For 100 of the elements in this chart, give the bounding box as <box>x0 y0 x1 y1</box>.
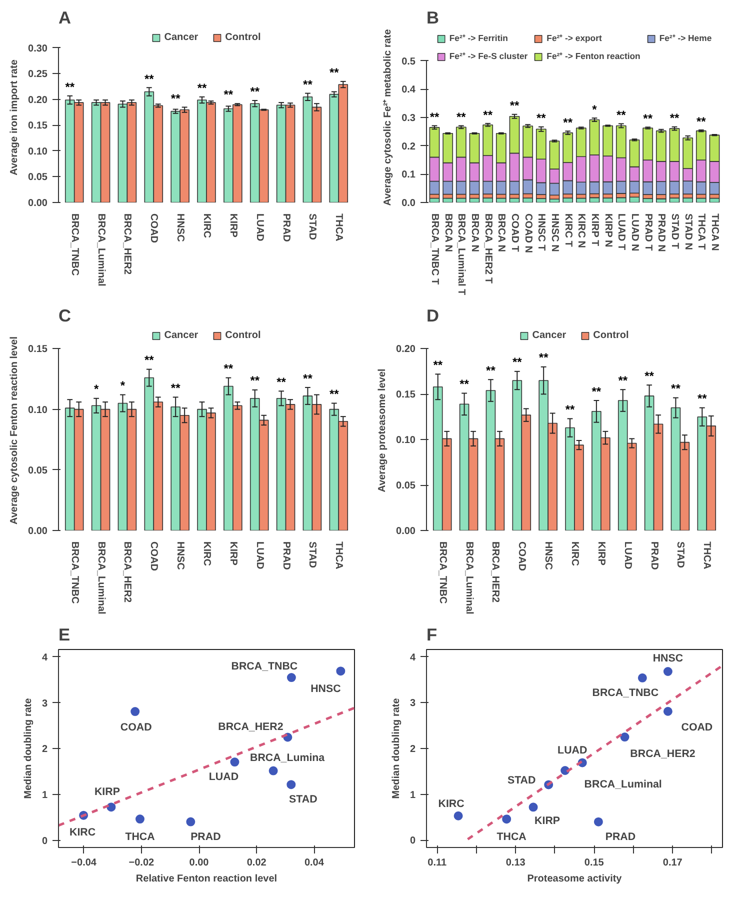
data-label: BRCA_TNBC <box>592 686 659 699</box>
data-label: PRAD <box>190 830 222 843</box>
x-tick-label: THCA <box>701 542 712 570</box>
x-tick-label: 0.15 <box>584 858 604 868</box>
x-tick-label: LUAD <box>622 542 633 570</box>
legend-label: Control <box>225 32 261 43</box>
legend-label: Cancer <box>532 330 566 341</box>
y-tick-label: 0.5 <box>402 56 416 68</box>
x-tick-label: HNSC <box>542 542 554 570</box>
data-label: COAD <box>681 721 713 734</box>
data-label: ** <box>144 72 154 86</box>
data-label: STAD <box>507 774 536 787</box>
y-tick-label: 0.2 <box>402 141 416 152</box>
data-label: * <box>120 378 126 393</box>
chart-title: F <box>426 624 438 644</box>
x-tick-label: HNSC <box>174 214 186 242</box>
x-tick-label: BRCA N <box>469 214 480 252</box>
x-tick-label: BRCA_TNBC <box>68 214 80 276</box>
data-label: ** <box>433 358 443 372</box>
x-tick-label: BRCA_HER2 <box>122 214 133 276</box>
data-label: COAD <box>120 722 152 734</box>
x-tick-label: STAD T <box>669 214 680 249</box>
data-label: ** <box>170 91 181 106</box>
x-tick-label: 0.00 <box>189 858 210 868</box>
y-axis-title: Average iron import rate <box>9 59 20 176</box>
data-label: STAD <box>289 794 318 806</box>
data-label: ** <box>644 368 654 383</box>
x-tick-label: PRAD T <box>642 214 654 251</box>
data-label: ** <box>250 374 260 388</box>
y-tick-label: 0.00 <box>28 198 48 209</box>
x-tick-label: KIRP <box>227 542 238 566</box>
data-label: ** <box>563 115 573 130</box>
x-tick-label: 0.04 <box>304 858 324 868</box>
x-tick-label: BRCA_HER2 <box>490 542 501 604</box>
x-tick-label: KIRP <box>227 214 238 238</box>
x-tick-label: HNSC N <box>549 214 560 252</box>
x-tick-label: BRCA_TNBC <box>68 542 80 604</box>
data-label: ** <box>486 363 496 378</box>
x-tick-label: LUAD <box>254 542 265 570</box>
y-tick-label: 1 <box>42 790 48 802</box>
data-label: ** <box>538 350 549 365</box>
data-label: KIRP <box>94 786 120 798</box>
x-tick-label: BRCA_Luminal <box>463 542 474 615</box>
x-tick-label: −0.02 <box>128 858 155 868</box>
x-tick-label: PRAD <box>280 214 292 242</box>
y-tick-label: 0 <box>42 836 48 848</box>
x-tick-label: THCA <box>333 542 344 570</box>
legend-label: Fe²⁺ -> Ferritin <box>449 32 508 44</box>
x-tick-label: KIRC <box>201 542 212 566</box>
x-tick-label: PRAD <box>648 542 660 570</box>
y-axis-title: Median doubling rate <box>22 698 34 799</box>
x-tick-label: 0.11 <box>428 858 447 868</box>
y-axis-title: Average cytosolic Fenton reaction level <box>9 336 20 525</box>
legend-label: Control <box>225 330 261 341</box>
data-label: ** <box>224 88 234 102</box>
data-label: ** <box>616 108 626 122</box>
x-tick-label: COAD <box>516 542 528 571</box>
x-tick-label: 0.02 <box>246 858 267 868</box>
y-tick-label: 0 <box>410 836 416 847</box>
x-tick-label: KIRC T <box>562 214 574 247</box>
data-label: KIRP <box>534 815 560 828</box>
x-tick-label: COAD <box>148 542 160 571</box>
data-label: BRCA_HER2 <box>218 721 284 734</box>
data-label: ** <box>276 374 286 389</box>
legend-label: Cancer <box>164 330 198 341</box>
x-tick-label: BRCA_HER2 T <box>482 214 494 284</box>
x-tick-label: BRCA N <box>496 214 507 252</box>
data-label: ** <box>592 384 602 398</box>
data-label: KIRC <box>438 798 465 810</box>
data-label: ** <box>618 373 628 388</box>
x-tick-label: THCA N <box>709 214 720 251</box>
x-tick-label: STAD <box>306 214 318 240</box>
y-tick-label: 0.00 <box>396 526 416 537</box>
x-tick-label: PRAD N <box>656 214 667 252</box>
x-tick-label: BRCA_Luminal <box>95 214 106 287</box>
y-tick-label: 0.20 <box>396 344 416 356</box>
data-label: ** <box>643 111 653 126</box>
data-label: ** <box>460 377 470 392</box>
y-tick-label: 0.30 <box>28 43 48 54</box>
y-tick-label: 0.10 <box>396 435 416 446</box>
data-label: HNSC <box>310 683 342 696</box>
data-label: ** <box>250 84 260 99</box>
x-tick-label: BRCA_TNBC <box>436 542 448 604</box>
x-tick-label: COAD N <box>522 214 534 253</box>
x-tick-label: KIRP T <box>589 214 600 246</box>
y-tick-label: 0.10 <box>28 404 48 416</box>
x-tick-label: LUAD T <box>616 214 627 250</box>
data-label: ** <box>329 387 340 402</box>
data-label: ** <box>329 66 340 80</box>
x-tick-label: 0.17 <box>662 858 683 868</box>
y-tick-label: 0.0 <box>402 198 416 209</box>
data-label: PRAD <box>605 830 636 843</box>
y-tick-label: 4 <box>42 652 48 664</box>
legend-label: Control <box>593 330 629 341</box>
x-tick-label: HNSC T <box>536 214 547 251</box>
x-tick-label: THCA T <box>696 214 707 250</box>
chart-title: A <box>58 8 72 28</box>
y-tick-label: 0.3 <box>402 113 416 124</box>
y-tick-label: 0.05 <box>396 480 416 492</box>
y-tick-label: 0.15 <box>396 390 416 401</box>
